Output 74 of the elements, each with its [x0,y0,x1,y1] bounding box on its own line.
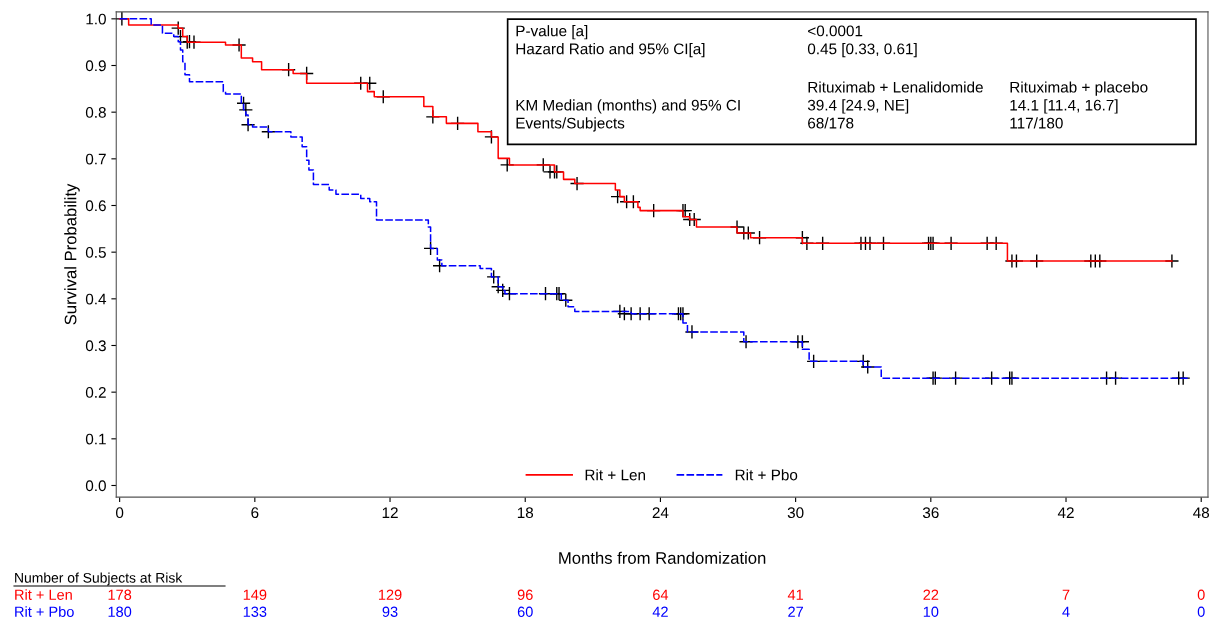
text: 27 [788,606,803,617]
y-tick-label: 1.0 [86,13,106,25]
text: Rit + Pbo [15,606,74,617]
y-tick-label: 0.3 [85,340,106,352]
text: 41 [787,589,804,600]
annotation: <0.0001 [808,25,863,37]
text: 0 [1197,589,1205,600]
text: 64 [653,589,669,600]
x-tick-label: 6 [251,507,259,519]
text: 10 [923,606,939,617]
point [423,241,438,256]
legend-label: Rit + Len [585,469,645,481]
point [1108,370,1123,386]
x-tick-label: 18 [517,507,534,519]
y-tick-label: 0.4 [85,293,107,305]
point [684,324,700,340]
annotation: 68/178 [808,117,854,129]
point [860,359,876,375]
y-tick-label: 0.6 [85,200,106,212]
point [261,124,276,140]
y-tick-label: 0.5 [85,247,106,258]
text: 22 [923,589,939,600]
x-tick-label: 48 [1193,507,1210,519]
text: 96 [517,589,533,600]
point [948,370,963,386]
annotation: Hazard Ratio and 95% CI[a] [516,43,705,58]
text: 129 [378,589,402,600]
text: Number of Subjects at Risk [15,572,183,586]
x-tick-label: 36 [922,507,939,519]
text: 42 [652,606,668,617]
y-axis-title: Survival Probability [64,183,80,325]
point [240,117,256,133]
y-tick-label: 0.8 [85,107,106,118]
text: 133 [243,606,267,617]
annotation: Rituximab + Lenalidomide [808,81,983,93]
annotation: 39.4 [24.9, NE] [807,99,909,114]
x-tick-label: 12 [382,507,398,518]
legend-label: Rit + Pbo [735,469,798,481]
annotation: KM Median (months) and 95% CI [516,99,740,114]
x-tick-label: 30 [787,507,804,519]
y-tick-label: 0.0 [85,480,106,492]
y-tick-label: 0.7 [85,153,106,165]
text: 0 [1197,606,1205,617]
x-tick-label: 24 [652,507,669,518]
text: 178 [108,589,132,600]
annotation: 0.45 [0.33, 0.61] [807,43,917,58]
point [170,20,186,36]
text: 93 [382,606,398,617]
text: 149 [243,589,267,600]
point [1175,370,1191,386]
point [486,269,501,285]
annotation: 117/180 [1010,117,1063,129]
text: 7 [1062,589,1070,600]
annotation: 14.1 [11.4, 16.7] [1010,99,1118,114]
annotation: Events/Subjects [516,117,625,132]
y-tick-label: 0.2 [85,387,106,398]
annotation: Rituximab + placebo [1010,81,1148,96]
point [686,212,702,227]
x-axis-title: Months from Randomization [559,551,766,564]
point [538,286,553,301]
y-tick-label: 0.1 [85,433,106,445]
x-tick-label: 42 [1057,507,1074,518]
text: Rit + Len [15,589,72,600]
text: 4 [1062,606,1070,617]
point [795,334,810,350]
point [806,354,821,369]
text: 180 [108,606,132,617]
x-tick-label: 0 [115,507,124,519]
y-tick-label: 0.9 [85,60,106,72]
point [855,354,871,369]
text: 60 [517,606,533,617]
point [495,283,510,298]
annotation: P-value [a] [516,25,588,40]
point [558,292,574,308]
